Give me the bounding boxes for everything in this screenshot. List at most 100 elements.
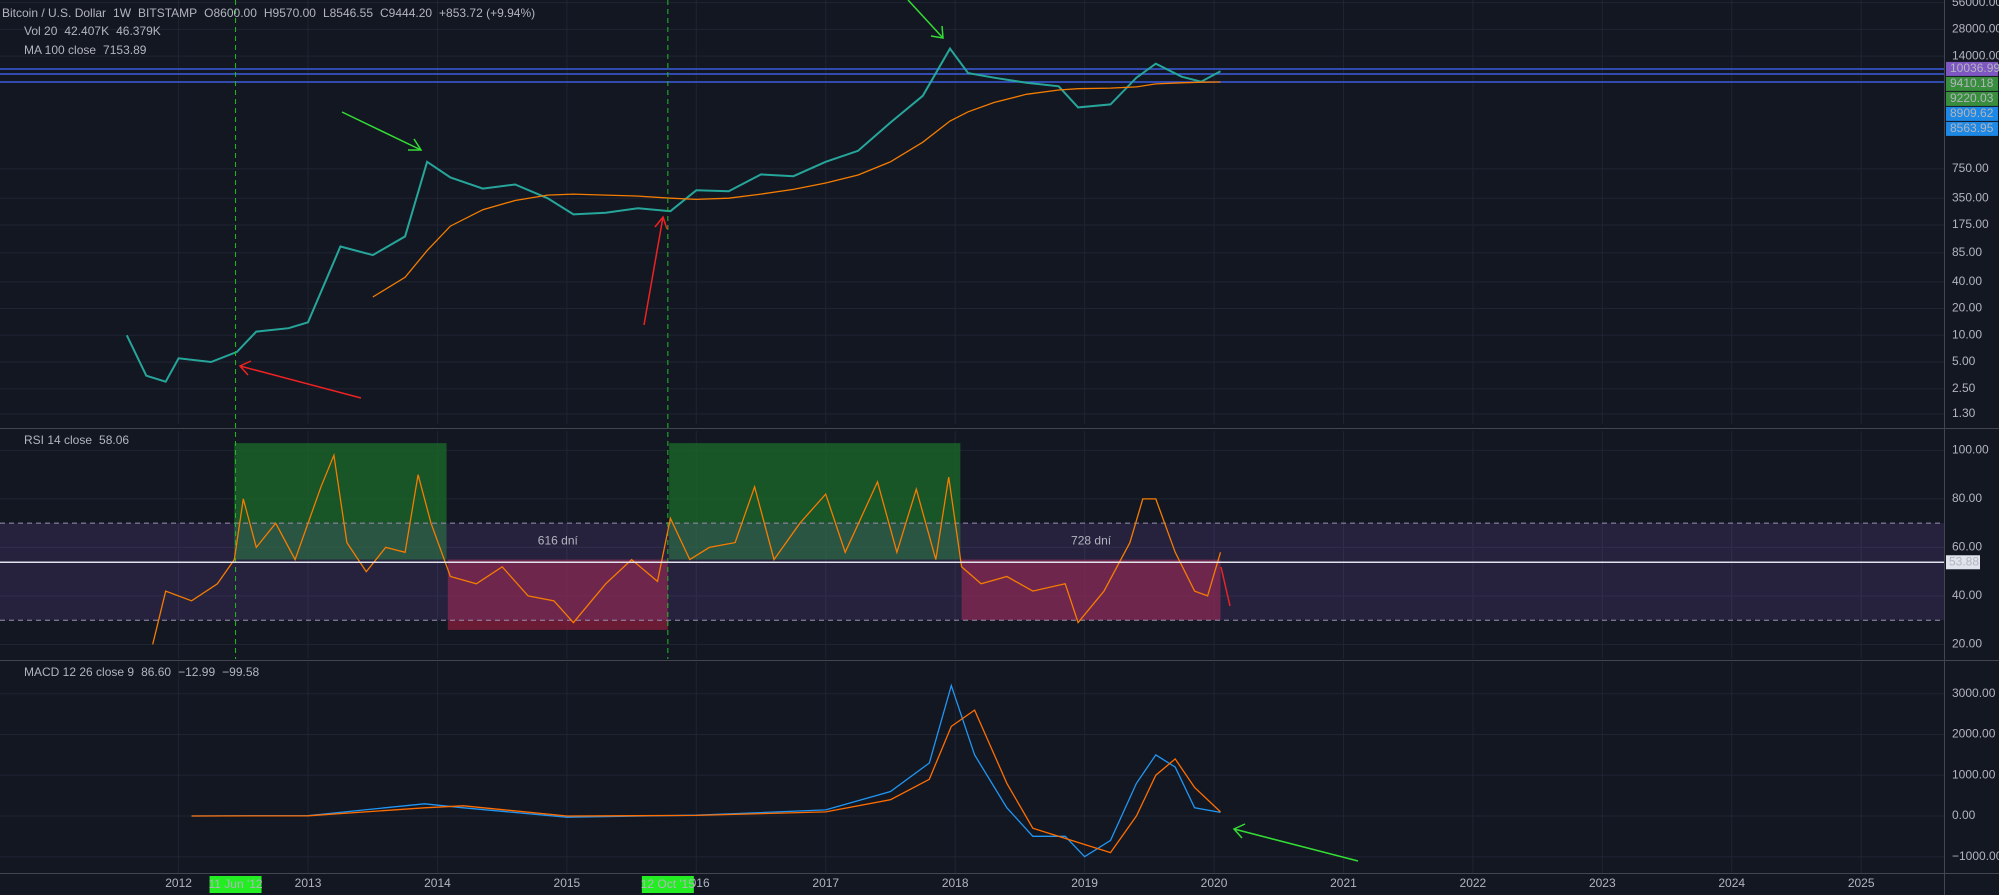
marker-badge [641, 876, 694, 893]
y-tick-label: 2.50 [1952, 381, 1976, 395]
y-tick-label: −1000.00 [1952, 849, 1999, 863]
price-tag-label: 9220.03 [1950, 91, 1994, 105]
y-tick-label: 40.00 [1952, 274, 1982, 288]
x-tick-label: 2013 [295, 876, 322, 890]
legend-text: −12.99 [178, 665, 215, 679]
legend-text: 42.407K [64, 24, 109, 38]
y-tick-label: 20.00 [1952, 301, 1982, 315]
legend-text: MA 100 close [24, 43, 96, 57]
y-tick-label: 0.00 [1952, 808, 1976, 822]
y-tick-label: 100.00 [1952, 443, 1989, 457]
zone-label: 616 dní [538, 534, 579, 548]
y-tick-label: 40.00 [1952, 588, 1982, 602]
y-tick-label: 14000.00 [1952, 48, 1999, 62]
x-tick-label: 2012 [165, 876, 192, 890]
legend-text: −99.58 [222, 665, 259, 679]
legend-text: 46.379K [116, 24, 161, 38]
legend-text: O8600.00 [204, 6, 257, 20]
legend-text: BITSTAMP [138, 6, 197, 20]
y-tick-label: 1000.00 [1952, 767, 1996, 781]
x-tick-label: 2021 [1330, 876, 1357, 890]
y-tick-label: 10.00 [1952, 327, 1982, 341]
legend-text: Bitcoin / U.S. Dollar [2, 6, 106, 20]
legend-text: 86.60 [141, 665, 171, 679]
y-tick-label: 5.00 [1952, 354, 1976, 368]
arrow [341, 111, 422, 151]
marker-badge [209, 876, 262, 893]
arrow-head [930, 25, 944, 39]
series-line [125, 46, 1221, 383]
series-line [152, 452, 1222, 645]
y-tick-label: 56000.00 [1952, 0, 1999, 9]
legend-text: C9444.20 [380, 6, 432, 20]
x-tick-label: 2022 [1460, 876, 1487, 890]
y-tick-label: 28000.00 [1952, 22, 1999, 36]
arrow-head [1232, 823, 1246, 839]
x-tick-label: 2020 [1201, 876, 1228, 890]
y-tick-label: 20.00 [1952, 637, 1982, 651]
x-tick-label: 2019 [1071, 876, 1098, 890]
arrow-head [654, 215, 668, 230]
zone [447, 559, 668, 630]
y-tick-label: 175.00 [1952, 217, 1989, 231]
marker-label: 11 Jun '12 [208, 877, 262, 891]
arrow [643, 216, 664, 326]
zone [669, 443, 961, 560]
arrows [238, 0, 1359, 862]
y-tick-label: 1.30 [1952, 406, 1976, 420]
series-line [372, 81, 1221, 298]
legend-text: MACD 12 26 close 9 [24, 665, 134, 679]
price-tag-label: 10036.99 [1950, 61, 1999, 75]
legend-text: H9570.00 [264, 6, 316, 20]
legend-text: +853.72 (+9.94%) [439, 6, 535, 20]
price-tag-label: 53.88 [1949, 554, 1979, 568]
y-tick-label: 60.00 [1952, 540, 1982, 554]
x-tick-label: 2025 [1848, 876, 1875, 890]
price-tag-label: 8909.62 [1950, 106, 1994, 120]
y-tick-label: 350.00 [1952, 190, 1989, 204]
grid [0, 0, 1944, 873]
price-tag-label: 9410.18 [1950, 76, 1994, 90]
arrow-head [238, 360, 252, 376]
price-tag [1946, 61, 1998, 76]
y-tick-label: 80.00 [1952, 491, 1982, 505]
legend-text: 1W [113, 6, 132, 20]
arrow-head [408, 138, 423, 151]
x-tick-label: 2018 [942, 876, 969, 890]
series-line [191, 683, 1221, 858]
x-tick-label: 2024 [1718, 876, 1745, 890]
x-tick-label: 2023 [1589, 876, 1616, 890]
rsi-band [0, 523, 1944, 621]
series-line [191, 709, 1221, 854]
y-tick-label: 2000.00 [1952, 727, 1996, 741]
y-tick-label: 3000.00 [1952, 686, 1996, 700]
arrow [1233, 828, 1359, 862]
plot [0, 0, 1944, 858]
price-tag-label: 8563.95 [1950, 121, 1994, 135]
arrow [239, 365, 362, 399]
legend-text: RSI 14 close [24, 433, 92, 447]
x-tick-label: 2017 [812, 876, 839, 890]
legend-text: L8546.55 [323, 6, 373, 20]
y-tick-label: 750.00 [1952, 161, 1989, 175]
price-tag [1946, 106, 1998, 121]
price-tag [1946, 76, 1998, 91]
x-tick-label: 2015 [554, 876, 581, 890]
price-tag [1946, 91, 1998, 106]
zone [961, 559, 1221, 621]
marker-label: 12 Oct '15 [641, 877, 696, 891]
arrow [1220, 566, 1231, 607]
y-tick-label: 85.00 [1952, 245, 1982, 259]
legend-text: 7153.89 [103, 43, 147, 57]
price-tag [1946, 555, 1980, 570]
zone-label: 728 dní [1071, 534, 1112, 548]
legend-text: 58.06 [99, 433, 129, 447]
arrow [907, 0, 944, 39]
price-tag [1946, 121, 1998, 136]
legend-text: Vol 20 [24, 24, 58, 38]
x-tick-label: 2014 [424, 876, 451, 890]
